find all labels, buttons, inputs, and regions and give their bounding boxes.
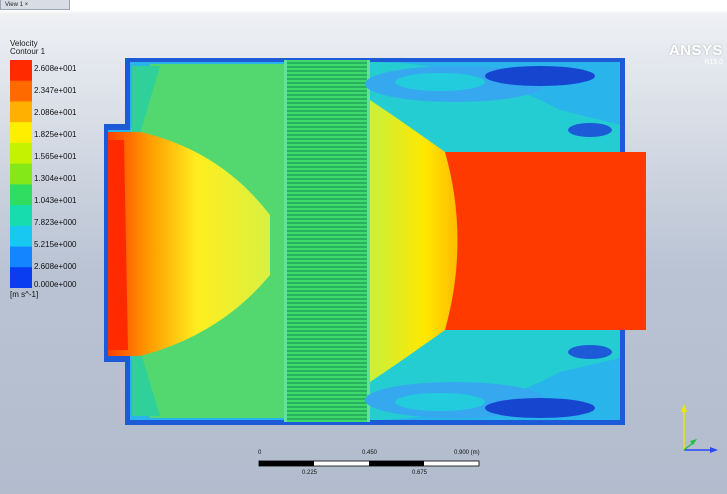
- ansys-logo: ANSYS R15.0: [669, 42, 723, 67]
- scale-label-top: 0.900 (m): [454, 450, 480, 456]
- legend-swatch: [10, 122, 32, 144]
- legend-title: Velocity Contour 1: [10, 40, 45, 56]
- legend-label: 1.825e+001: [34, 130, 77, 139]
- legend-label: 2.086e+001: [34, 108, 77, 117]
- legend-label: 2.608e+001: [34, 64, 77, 73]
- scale-label-top: 0: [258, 450, 262, 456]
- legend-unit: [m s^-1]: [10, 290, 39, 299]
- region-green-cyan-edge: [132, 66, 160, 134]
- legend-label: 2.608e+000: [34, 262, 77, 271]
- axis-triad-icon[interactable]: [670, 400, 720, 460]
- legend-label: 1.304e+001: [34, 174, 77, 183]
- porous-ribs: [284, 60, 370, 422]
- legend-swatch: [10, 184, 32, 206]
- scale-bar: 0 0.450 0.900 (m) 0.225 0.675: [258, 450, 498, 480]
- legend-label: 0.000e+000: [34, 280, 77, 289]
- legend-colorbar: [10, 60, 32, 288]
- view-tab[interactable]: View 1 ×: [0, 0, 70, 10]
- legend-label: 2.347e+001: [34, 86, 77, 95]
- brand-name: ANSYS: [668, 42, 723, 59]
- legend-label: 1.565e+001: [34, 152, 77, 161]
- legend-label: 7.823e+000: [34, 218, 77, 227]
- legend-variable: Velocity: [10, 39, 38, 48]
- legend-swatch: [10, 267, 32, 288]
- brand-version: R15.0: [704, 59, 723, 66]
- legend-swatch: [10, 205, 32, 227]
- region-inlet-jet: [108, 132, 270, 356]
- legend-label: 1.043e+001: [34, 196, 77, 205]
- legend-swatch: [10, 80, 32, 102]
- legend-contour-name: Contour 1: [10, 47, 46, 56]
- legend-label: 5.215e+000: [34, 240, 77, 249]
- legend-swatch: [10, 225, 32, 248]
- legend-swatch: [10, 60, 32, 82]
- scale-bar-graphic: [258, 460, 480, 467]
- legend-swatch: [10, 246, 32, 268]
- legend-swatch: [10, 163, 32, 185]
- legend-swatch: [10, 142, 32, 165]
- scale-label-top: 0.450: [362, 450, 378, 456]
- scale-label-bottom: 0.675: [412, 470, 428, 476]
- scale-label-bottom: 0.225: [302, 470, 318, 476]
- legend-swatch: [10, 101, 32, 123]
